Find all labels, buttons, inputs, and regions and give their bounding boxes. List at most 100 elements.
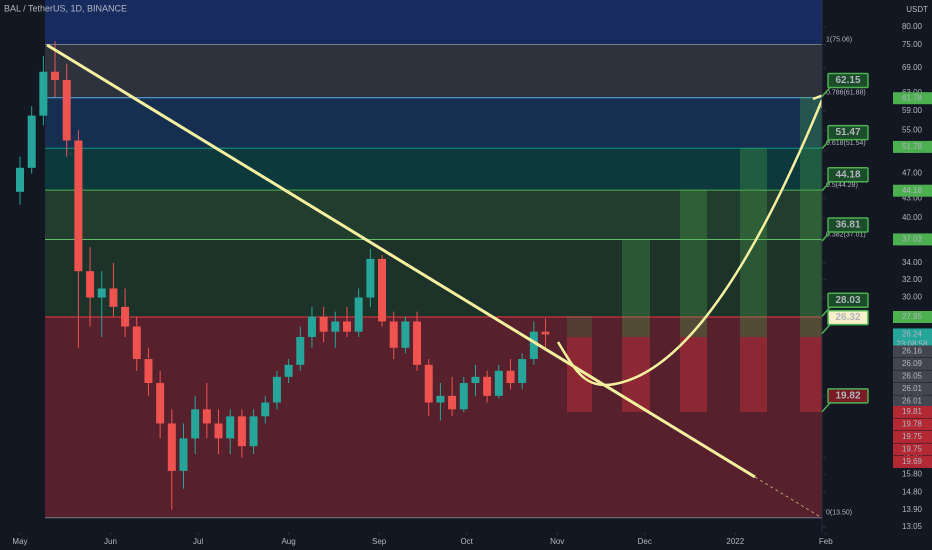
candle-body (62, 79, 71, 141)
target-label: 28.03 (835, 295, 860, 306)
candle-body (424, 364, 433, 403)
candle-body (86, 271, 95, 298)
target-label: 51.47 (835, 127, 860, 138)
y-tick-label: 55.00 (902, 125, 923, 134)
target-box (680, 190, 707, 337)
order-tag-box (893, 357, 932, 370)
candle-body (389, 321, 398, 348)
candle-body (97, 288, 106, 298)
candle-body (226, 416, 235, 439)
candle-body (144, 359, 153, 384)
candle-body (448, 395, 457, 410)
candle-body (494, 370, 503, 396)
stop-tag-box (893, 443, 932, 456)
fib-label: 0.382(37.01) (826, 231, 866, 238)
fib-zone (45, 190, 822, 240)
stop-tag: 19.81 (902, 407, 923, 416)
fib-zone (45, 317, 822, 518)
chart-title: BAL / TetherUS, 1D, BINANCE (4, 3, 127, 13)
candle-body (284, 364, 293, 377)
y-tick-label: 14.80 (902, 487, 923, 496)
order-tag: 26.09 (902, 359, 923, 368)
level-tag-box (893, 140, 932, 153)
order-tag-box (893, 370, 932, 383)
candle-body (249, 416, 258, 447)
target-label-box (827, 292, 869, 308)
candle-body (51, 71, 60, 80)
countdown: 23:08:58 (896, 340, 928, 349)
last-price: 26.24 (902, 330, 923, 339)
target-label: 44.18 (835, 169, 860, 180)
y-tick-label: 40.00 (902, 213, 923, 222)
x-tick-label: Sep (372, 537, 387, 546)
level-tag-box (893, 233, 932, 246)
candle-body (342, 321, 351, 332)
target-box (567, 316, 592, 337)
candle-body (436, 395, 445, 403)
stop-tag-box (893, 430, 932, 443)
candles (15, 41, 550, 510)
y-tick-label: 13.05 (902, 522, 923, 531)
stop-tag-box (893, 455, 932, 468)
candle-body (179, 438, 188, 471)
candle-body (506, 370, 515, 384)
order-tag-box (893, 382, 932, 395)
y-tick-label: 43.00 (902, 193, 923, 202)
y-tick-label: 59.00 (902, 106, 923, 115)
target-label-box (827, 217, 869, 233)
fib-zone (45, 148, 822, 191)
x-tick-label: Aug (281, 537, 295, 546)
candle-body (191, 409, 200, 439)
stop-box (740, 337, 767, 412)
x-tick-label: 2022 (726, 537, 744, 546)
order-tag: 26.01 (902, 384, 923, 393)
stop-box (800, 337, 822, 412)
y-tick-label: 13.90 (902, 505, 923, 514)
candle-body (541, 331, 550, 335)
fib-label: 0.618(51.54) (826, 140, 866, 147)
candle-body (354, 297, 363, 332)
stop-tag: 19.69 (902, 457, 923, 466)
stop-tag-box (893, 405, 932, 418)
stop-box (680, 337, 707, 412)
candle-body (413, 321, 422, 365)
stop-tag: 19.78 (902, 420, 923, 429)
x-tick-label: Jun (104, 537, 117, 546)
fib-label: 0.5(44.28) (826, 182, 858, 189)
level-tag: 51.78 (902, 142, 923, 151)
overlay: 1(75.06) 0.786(61.88) 0.618(51.54) 0.5(44.2… (12, 22, 932, 546)
fib-zone (45, 239, 822, 318)
position-boxes (567, 97, 822, 412)
candle-body (121, 306, 130, 327)
y-tick-label: 47.00 (902, 169, 923, 178)
candle-body (214, 423, 223, 439)
target-box (622, 240, 650, 337)
candle-body (156, 383, 165, 424)
y-tick-label: 80.00 (902, 22, 923, 31)
x-tick-label: Feb (819, 537, 833, 546)
candle-body (74, 140, 83, 272)
stop-tag-box (893, 418, 932, 431)
order-tag-box (893, 345, 932, 358)
candle-body (202, 409, 211, 424)
candle-body (261, 402, 270, 417)
candle-body (167, 423, 176, 471)
level-tag: 44.18 (902, 186, 923, 195)
x-tick-label: Nov (550, 537, 564, 546)
candle-body (518, 359, 527, 384)
level-tag-box (893, 311, 932, 324)
stop-label-connector (821, 402, 831, 413)
y-tick-label: 34.00 (902, 258, 923, 267)
entry-label-connector (821, 324, 831, 335)
candle-body (401, 321, 410, 348)
entry-label-box (827, 309, 869, 326)
candle-body (237, 416, 246, 447)
fib-label: 1(75.06) (826, 36, 852, 43)
stop-tag: 19.75 (902, 432, 923, 441)
stop-tag: 19.75 (902, 445, 923, 454)
target-label-connector (821, 231, 831, 242)
order-tag-box (893, 395, 932, 408)
last-price-box (893, 328, 932, 351)
level-tag: 37.03 (902, 235, 923, 244)
x-tick-label: Oct (460, 537, 473, 546)
